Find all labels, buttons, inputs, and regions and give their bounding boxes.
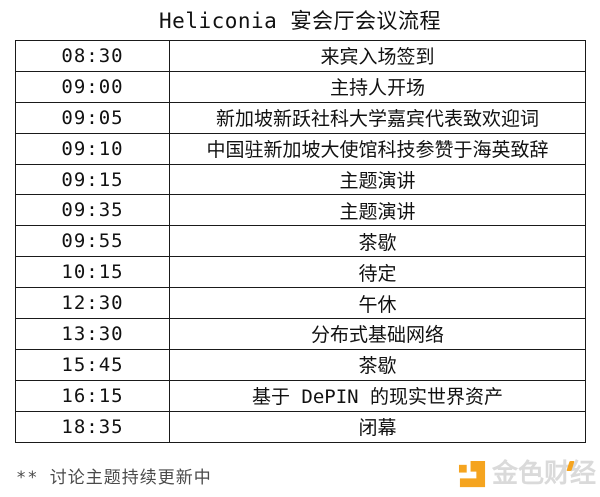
table-row: 09:00 主持人开场	[15, 70, 586, 103]
schedule-table: 08:30 来宾入场签到 09:00 主持人开场 09:05 新加坡新跃社科大学嘉宾代表致…	[15, 40, 586, 443]
table-row: 09:10 中国驻新加坡大使馆科技参赞于海英致辞	[15, 132, 586, 165]
time-cell: 09:05	[15, 101, 170, 134]
time-cell: 18:35	[15, 410, 170, 443]
time-cell: 09:15	[15, 163, 170, 196]
event-cell: 待定	[169, 256, 586, 289]
table-row: 13:30 分布式基础网络	[15, 318, 586, 350]
event-cell: 主题演讲	[169, 194, 586, 227]
table-row: 09:15 主题演讲	[15, 163, 586, 196]
time-cell: 10:15	[15, 256, 170, 289]
event-cell: 新加坡新跃社科大学嘉宾代表致欢迎词	[169, 101, 586, 134]
event-cell: 茶歇	[169, 225, 586, 258]
time-cell: 09:10	[15, 132, 170, 165]
event-cell: 主题演讲	[169, 163, 586, 196]
table-row: 16:15 基于 DePIN 的现实世界资产	[15, 379, 586, 412]
event-cell: 闭幕	[169, 410, 586, 443]
watermark-brand-wrap: 金色财经	[492, 459, 596, 489]
time-cell: 16:15	[15, 379, 170, 412]
event-cell: 午休	[169, 287, 586, 320]
event-cell: 中国驻新加坡大使馆科技参赞于海英致辞	[169, 132, 586, 165]
event-cell: 来宾入场签到	[169, 40, 586, 72]
table-row: 08:30 来宾入场签到	[15, 40, 586, 72]
event-cell: 基于 DePIN 的现实世界资产	[169, 379, 586, 412]
table-row: 12:30 午休	[15, 287, 586, 320]
schedule-body: 08:30 来宾入场签到 09:00 主持人开场 09:05 新加坡新跃社科大学嘉宾代表致…	[15, 40, 586, 443]
event-cell: 主持人开场	[169, 70, 586, 103]
table-row: 10:15 待定	[15, 256, 586, 289]
time-cell: 12:30	[15, 287, 170, 320]
watermark-brand-text: 金色财经	[491, 459, 596, 489]
watermark: 金色财经	[458, 459, 596, 489]
table-row: 18:35 闭幕	[15, 410, 586, 443]
table-row: 09:35 主题演讲	[15, 194, 586, 227]
event-cell: 茶歇	[169, 348, 586, 381]
time-cell: 13:30	[15, 318, 170, 350]
time-cell: 09:00	[15, 70, 170, 103]
jinse-logo-icon	[458, 460, 486, 487]
time-cell: 15:45	[15, 348, 170, 381]
table-row: 09:55 茶歇	[15, 225, 586, 258]
time-cell: 09:35	[15, 194, 170, 227]
footnote: ** 讨论主题持续更新中	[16, 468, 212, 488]
table-row: 15:45 茶歇	[15, 348, 586, 381]
event-cell: 分布式基础网络	[169, 318, 586, 350]
time-cell: 08:30	[15, 40, 170, 72]
time-cell: 09:55	[15, 225, 170, 258]
table-row: 09:05 新加坡新跃社科大学嘉宾代表致欢迎词	[15, 101, 586, 134]
page-title: Heliconia 宴会厅会议流程	[159, 9, 441, 33]
